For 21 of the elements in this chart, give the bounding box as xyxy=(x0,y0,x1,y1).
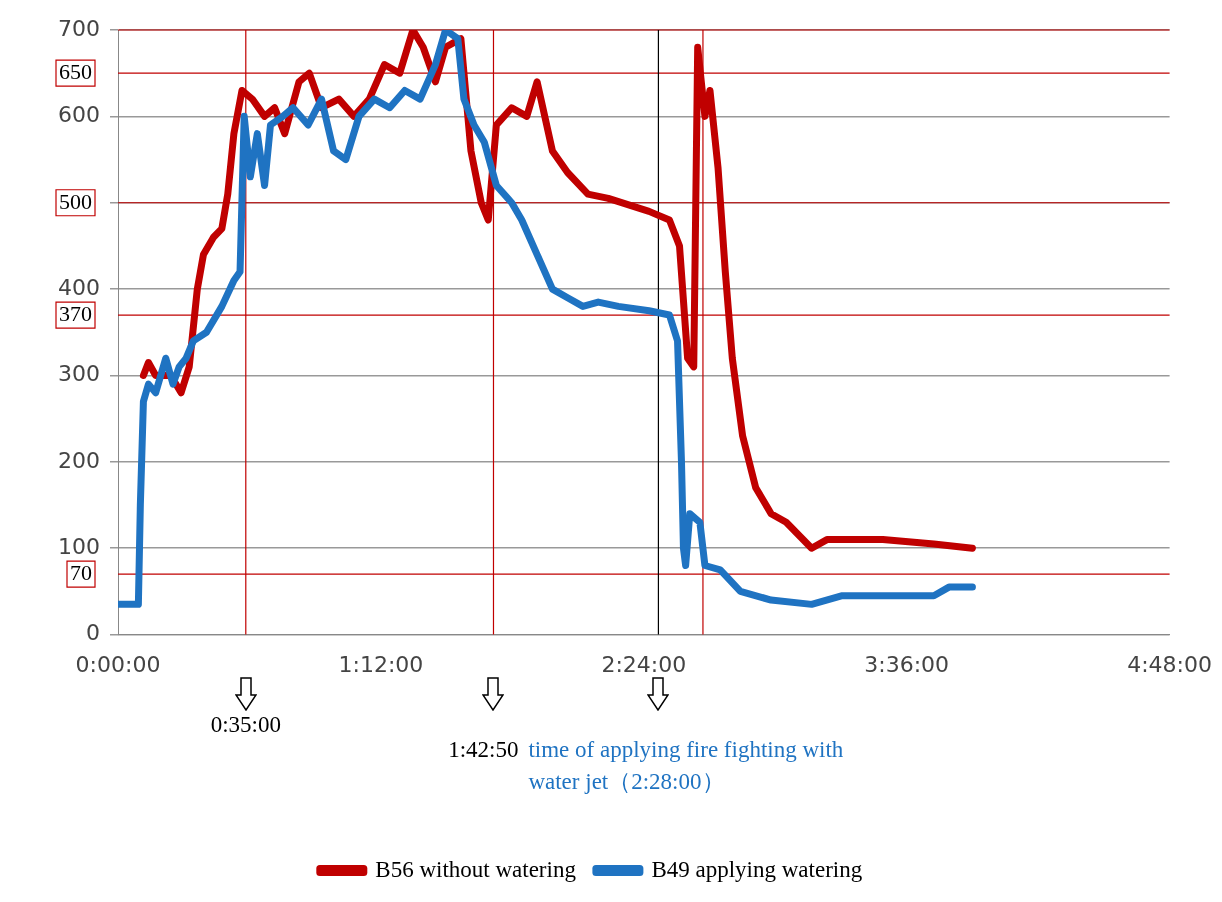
y-tick-label: 600 xyxy=(58,102,100,128)
x-tick-label: 2:24:00 xyxy=(601,651,687,677)
x-tick-label: 0:00:00 xyxy=(75,651,161,677)
x-tick-label: 3:36:00 xyxy=(864,651,950,677)
y-tick-label: 300 xyxy=(58,361,100,387)
text: 0:35:00 xyxy=(210,712,281,738)
text: 1:42:50 xyxy=(448,737,519,763)
ref-line-label: 370 xyxy=(59,300,92,326)
ref-line-label: 500 xyxy=(59,188,92,214)
y-tick-label: 400 xyxy=(58,274,100,300)
text: time of applying fire fighting with water jet（2:28:00） xyxy=(528,737,844,795)
ref-line-label: 650 xyxy=(59,58,92,84)
legend-label: B49 applying watering xyxy=(651,856,863,882)
x-tick-label: 1:12:00 xyxy=(338,651,424,677)
y-tick-label: 700 xyxy=(58,15,100,41)
y-tick-label: 0 xyxy=(86,620,100,646)
legend-label: B56 without watering xyxy=(375,856,577,882)
y-tick-label: 100 xyxy=(58,533,100,559)
x-tick-label: 4:48:00 xyxy=(1127,651,1212,677)
y-tick-label: 200 xyxy=(58,447,100,473)
ref-line-label: 70 xyxy=(70,559,92,585)
